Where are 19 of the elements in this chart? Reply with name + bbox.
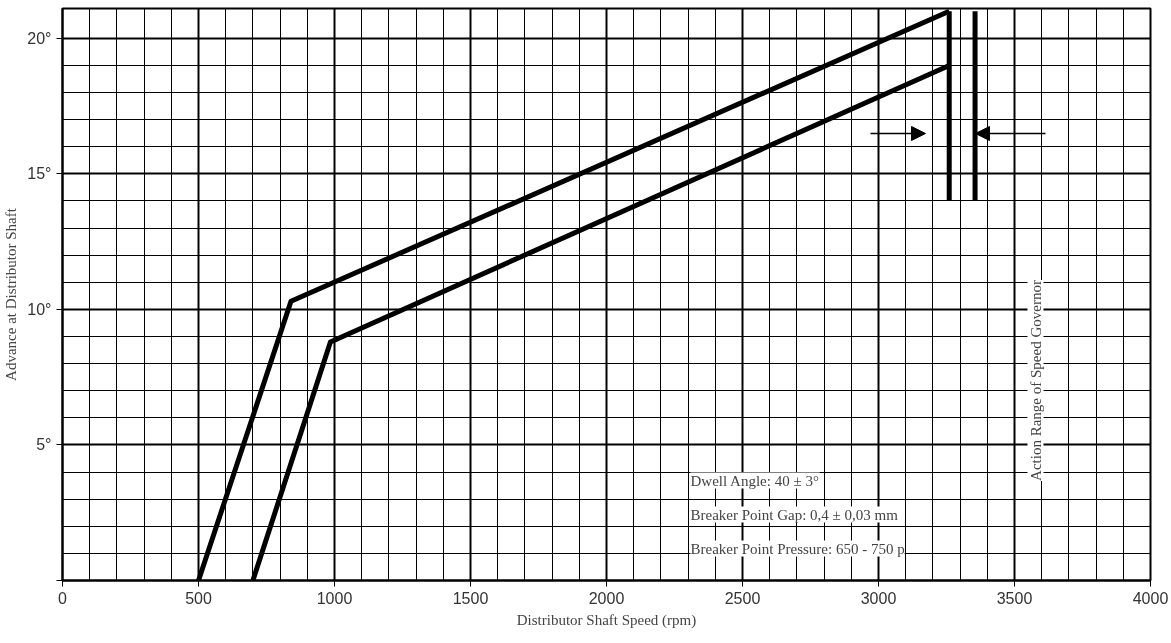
x-tick-label: 2500 [724, 589, 761, 607]
x-tick-label: 1000 [316, 589, 353, 607]
x-tick-label: 2000 [588, 589, 625, 607]
y-tick-label: 15° [27, 165, 52, 183]
y-tick-label: 10° [27, 300, 52, 318]
x-tick-label: 1500 [452, 589, 489, 607]
annotation: Breaker Point Pressure: 650 - 750 p [690, 540, 905, 557]
x-tick-label: 500 [185, 589, 212, 607]
y-tick-label: 5° [36, 436, 52, 454]
x-tick-label: 3500 [996, 589, 1033, 607]
x-tick-label: 4000 [1132, 589, 1169, 607]
annotation: Breaker Point Gap: 0,4 ± 0,03 mm [690, 506, 899, 523]
y-axis-title: Advance at Distributor Shaft [3, 207, 20, 381]
x-axis-title: Distributor Shaft Speed (rpm) [516, 611, 697, 629]
x-tick-label: 3000 [860, 589, 897, 607]
x-tick-label: 0 [58, 589, 68, 607]
annotation: Dwell Angle: 40 ± 3° [690, 472, 819, 489]
annotation: Action Range of Speed Governor [1027, 280, 1044, 481]
y-tick-label: 20° [27, 29, 52, 47]
